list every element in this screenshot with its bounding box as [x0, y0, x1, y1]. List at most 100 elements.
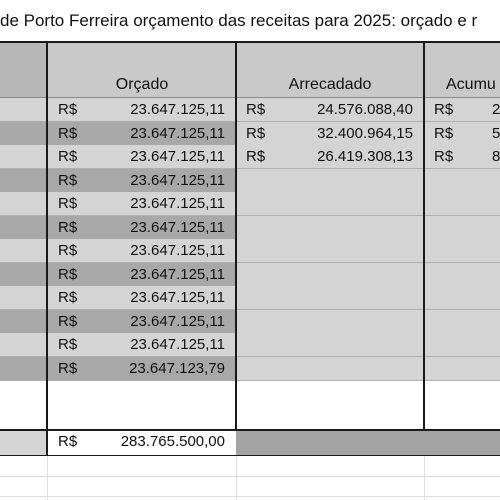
table-row: R$ 23.647.125,11 R$ 26.419.308,13 R$ 83: [0, 145, 500, 169]
currency-symbol: R$: [58, 101, 78, 118]
row-label-cell[interactable]: [0, 192, 48, 216]
currency-symbol: R$: [246, 148, 266, 165]
arrecadado-value: 24.576.088,40: [317, 101, 413, 118]
arrecadado-cell[interactable]: [236, 262, 424, 287]
arrecadado-cell[interactable]: R$ 24.576.088,40: [236, 98, 424, 122]
arrecadado-cell[interactable]: R$ 32.400.964,15: [236, 121, 424, 146]
table-row: R$ 23.647.125,11 R$ 32.400.964,15 R$ 56: [0, 121, 500, 146]
acumulado-cell[interactable]: R$ 83: [424, 145, 500, 169]
arrecadado-cell[interactable]: [236, 168, 424, 193]
table-row: R$ 23.647.125,11: [0, 262, 500, 287]
orcado-value: 23.647.123,79: [129, 359, 225, 377]
orcado-cell[interactable]: R$ 23.647.125,11: [48, 98, 236, 122]
arrecadado-cell[interactable]: [236, 309, 424, 334]
acumulado-cell[interactable]: [424, 192, 500, 216]
row-label-cell[interactable]: [0, 98, 48, 122]
table-row: R$ 23.647.125,11: [0, 192, 500, 216]
orcado-cell[interactable]: R$ 23.647.125,11: [48, 145, 236, 169]
arrecadado-cell[interactable]: [236, 333, 424, 357]
acumulado-value: 24: [492, 101, 500, 118]
orcado-cell[interactable]: R$ 23.647.125,11: [48, 192, 236, 216]
total-label-cell[interactable]: [0, 430, 48, 456]
table-row: R$ 23.647.125,11: [0, 286, 500, 310]
currency-symbol: R$: [58, 265, 78, 283]
acumulado-cell[interactable]: R$ 56: [424, 121, 500, 146]
arrecadado-value: 26.419.308,13: [317, 148, 413, 165]
acumulado-cell[interactable]: [424, 356, 500, 381]
acumulado-value: 83: [492, 148, 500, 165]
currency-symbol: R$: [246, 101, 266, 118]
currency-symbol: R$: [58, 171, 78, 189]
table-row: R$ 23.647.125,11: [0, 239, 500, 263]
orcado-cell[interactable]: R$ 23.647.125,11: [48, 215, 236, 240]
arrecadado-value: 32.400.964,15: [317, 124, 413, 142]
row-label-cell[interactable]: [0, 309, 48, 334]
header-cell-acumulado[interactable]: Acumu: [424, 42, 500, 98]
table-row: R$ 23.647.125,11: [0, 215, 500, 240]
orcado-cell[interactable]: R$ 23.647.125,11: [48, 286, 236, 310]
row-label-cell[interactable]: [0, 121, 48, 146]
arrecadado-cell[interactable]: [236, 239, 424, 263]
acumulado-cell[interactable]: R$ 24: [424, 98, 500, 122]
currency-symbol: R$: [434, 124, 454, 142]
header-cell-orcado[interactable]: Orçado: [48, 42, 236, 98]
empty-spreadsheet-area: [0, 456, 500, 500]
currency-symbol: R$: [58, 148, 78, 165]
acumulado-cell[interactable]: [424, 286, 500, 310]
header-cell-arrecadado[interactable]: Arrecadado: [236, 42, 424, 98]
row-label-cell[interactable]: [0, 215, 48, 240]
gridline-vertical: [47, 456, 48, 500]
total-orcado-cell[interactable]: R$ 283.765.500,00: [48, 430, 236, 456]
orcado-cell[interactable]: R$ 23.647.125,11: [48, 333, 236, 357]
arrecadado-cell[interactable]: [236, 356, 424, 381]
arrecadado-cell[interactable]: [236, 286, 424, 310]
orcado-value: 23.647.125,11: [130, 218, 225, 236]
row-label-cell[interactable]: [0, 333, 48, 357]
currency-symbol: R$: [58, 359, 78, 377]
row-label-cell[interactable]: [0, 145, 48, 169]
row-label-cell[interactable]: [0, 356, 48, 381]
orcado-value: 23.647.125,11: [130, 171, 225, 189]
orcado-cell[interactable]: R$ 23.647.125,11: [48, 121, 236, 146]
column-divider-3: [423, 42, 425, 430]
currency-symbol: R$: [246, 124, 266, 142]
row-label-cell[interactable]: [0, 168, 48, 193]
orcado-cell[interactable]: R$ 23.647.125,11: [48, 309, 236, 334]
orcado-value: 23.647.125,11: [130, 289, 225, 306]
currency-symbol: R$: [58, 195, 78, 212]
orcado-value: 23.647.125,11: [130, 101, 225, 118]
total-orcado-value: 283.765.500,00: [120, 433, 225, 450]
arrecadado-cell[interactable]: R$ 26.419.308,13: [236, 145, 424, 169]
column-divider-2: [235, 42, 237, 430]
table-row: R$ 23.647.125,11: [0, 309, 500, 334]
row-label-cell[interactable]: [0, 239, 48, 263]
orcado-value: 23.647.125,11: [130, 124, 225, 142]
orcado-cell[interactable]: R$ 23.647.125,11: [48, 262, 236, 287]
currency-symbol: R$: [58, 218, 78, 236]
acumulado-cell[interactable]: [424, 309, 500, 334]
acumulado-cell[interactable]: [424, 168, 500, 193]
orcado-value: 23.647.125,11: [130, 336, 225, 353]
acumulado-cell[interactable]: [424, 215, 500, 240]
orcado-cell[interactable]: R$ 23.647.125,11: [48, 239, 236, 263]
currency-symbol: R$: [434, 148, 454, 165]
table-row: R$ 23.647.125,11: [0, 168, 500, 193]
orcado-value: 23.647.125,11: [130, 242, 225, 259]
acumulado-cell[interactable]: [424, 239, 500, 263]
header-bottom-border: [0, 97, 500, 98]
gridline-vertical: [424, 456, 425, 500]
arrecadado-cell[interactable]: [236, 192, 424, 216]
orcado-value: 23.647.125,11: [130, 265, 225, 283]
total-filled-cell[interactable]: [236, 430, 500, 456]
row-label-cell[interactable]: [0, 286, 48, 310]
currency-symbol: R$: [58, 289, 78, 306]
acumulado-cell[interactable]: [424, 262, 500, 287]
row-label-cell[interactable]: [0, 262, 48, 287]
currency-symbol: R$: [58, 242, 78, 259]
orcado-cell[interactable]: R$ 23.647.125,11: [48, 168, 236, 193]
currency-symbol: R$: [58, 433, 78, 450]
acumulado-cell[interactable]: [424, 333, 500, 357]
header-cell-label[interactable]: [0, 42, 48, 98]
arrecadado-cell[interactable]: [236, 215, 424, 240]
orcado-cell[interactable]: R$ 23.647.123,79: [48, 356, 236, 381]
